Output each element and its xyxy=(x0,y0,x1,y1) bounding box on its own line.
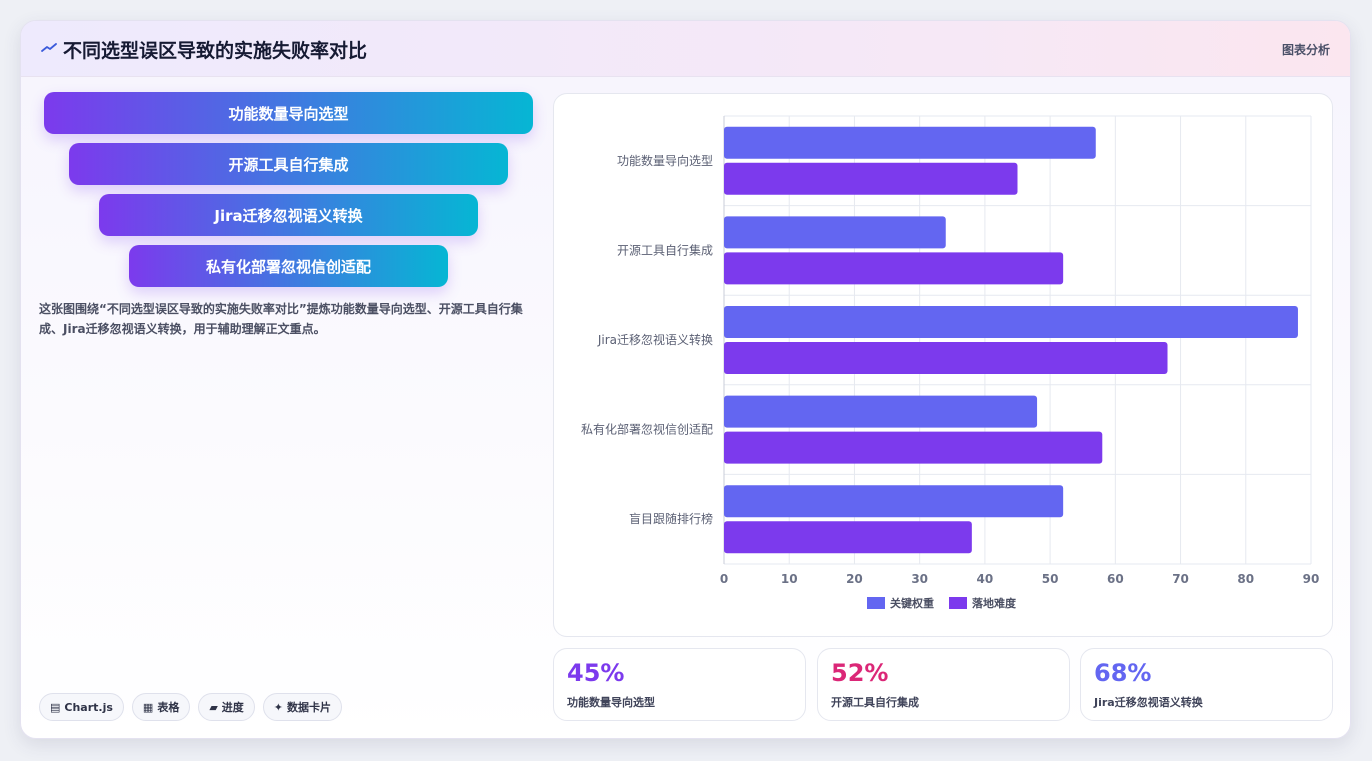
chip-data-card[interactable]: ✦ 数据卡片 xyxy=(262,693,343,721)
stat-card: 68% Jira迁移忽视语义转换 xyxy=(1080,648,1333,721)
main-card: 不同选型误区导致的实施失败率对比 图表分析 功能数量导向选型 开源工具自行集成 … xyxy=(20,20,1351,739)
chip-label: 数据卡片 xyxy=(287,701,332,714)
chip-progress[interactable]: ▰ 进度 xyxy=(198,693,255,721)
tick-label: 20 xyxy=(846,572,863,586)
tick-label: 40 xyxy=(977,572,994,586)
tick-label: 30 xyxy=(911,572,928,586)
funnel-item: 私有化部署忽视信创适配 xyxy=(129,245,448,287)
stat-card: 45% 功能数量导向选型 xyxy=(553,648,806,721)
trend-icon xyxy=(41,43,57,52)
legend-swatch xyxy=(867,597,885,609)
header-bar: 不同选型误区导致的实施失败率对比 图表分析 xyxy=(21,21,1350,77)
bar xyxy=(724,485,1064,518)
stat-label: Jira迁移忽视语义转换 xyxy=(1094,696,1203,709)
tick-label: 90 xyxy=(1303,572,1320,586)
sparkle-icon: ✦ xyxy=(273,700,284,714)
chip-row: ▤ Chart.js ▦ 表格 ▰ 进度 ✦ 数据卡片 xyxy=(39,693,343,721)
chip-label: Chart.js xyxy=(64,700,113,714)
funnel-item: 功能数量导向选型 xyxy=(44,92,533,134)
stat-card: 52% 开源工具自行集成 xyxy=(817,648,1070,721)
tick-label: 80 xyxy=(1237,572,1254,586)
bar xyxy=(724,431,1103,464)
chart-panel: 功能数量导向选型 开源工具自行集成 Jira迁移忽视语义转换私有化部署忽视信创适配盲… xyxy=(553,93,1333,637)
tick-label: 50 xyxy=(1042,572,1059,586)
table-icon: ▦ xyxy=(142,700,154,714)
bar xyxy=(724,521,972,554)
chart-icon: ▤ xyxy=(50,700,61,714)
stat-value: 52% xyxy=(831,659,889,687)
bar xyxy=(724,126,1096,159)
chip-table[interactable]: ▦ 表格 xyxy=(131,693,191,721)
bar xyxy=(724,342,1168,374)
category-label: 功能数量导向选型 xyxy=(617,153,713,168)
category-label: 私有化部署忽视信创适配 xyxy=(581,422,713,437)
stat-label: 功能数量导向选型 xyxy=(567,696,655,709)
funnel-item: 开源工具自行集成 xyxy=(69,143,508,185)
category-label: Jira迁移忽视语义转换 xyxy=(597,332,713,347)
bar xyxy=(724,162,1018,195)
page-title: 不同选型误区导致的实施失败率对比 xyxy=(63,40,368,62)
bar xyxy=(724,216,946,249)
stat-label: 开源工具自行集成 xyxy=(831,696,919,709)
tick-label: 0 xyxy=(720,572,728,586)
category-label: 盲目跟随排行榜 xyxy=(629,511,713,526)
progress-icon: ▰ xyxy=(209,700,218,714)
tick-label: 70 xyxy=(1172,572,1189,586)
chart-analysis-tag: 图表分析 xyxy=(1281,43,1330,57)
category-label: 开源工具自行集成 xyxy=(617,242,713,257)
legend-swatch xyxy=(949,597,967,609)
chip-label: 表格 xyxy=(157,701,180,714)
legend-label: 落地难度 xyxy=(972,596,1017,610)
bar xyxy=(724,252,1064,285)
bar xyxy=(724,395,1038,428)
stat-value: 45% xyxy=(567,659,625,687)
bar xyxy=(724,306,1298,338)
chip-label: 进度 xyxy=(221,701,244,714)
tick-label: 10 xyxy=(781,572,798,586)
stat-value: 68% xyxy=(1094,659,1152,687)
funnel-item: Jira迁移忽视语义转换 xyxy=(99,194,478,236)
legend-label: 关键权重 xyxy=(890,596,934,610)
description-text: 这张图围绕“不同选型误区导致的实施失败率对比”提炼功能数量导向选型、开源工具自行… xyxy=(39,302,523,336)
tick-label: 60 xyxy=(1107,572,1124,586)
chip-chartjs[interactable]: ▤ Chart.js xyxy=(39,693,124,721)
